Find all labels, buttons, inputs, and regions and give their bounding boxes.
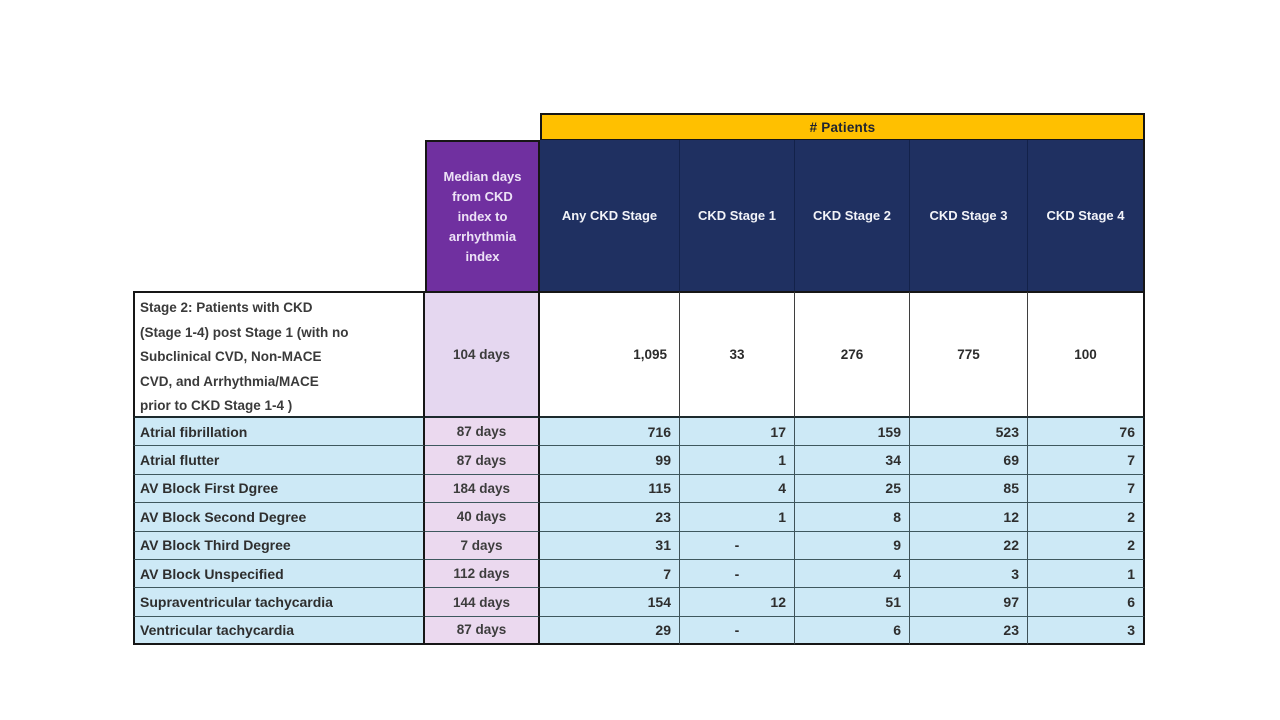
value-cell: 154 <box>540 588 680 617</box>
value-cell: 8 <box>795 503 910 532</box>
summary-value-cell: 100 <box>1028 291 1145 418</box>
value-cell: 159 <box>795 418 910 447</box>
value-cell: 99 <box>540 446 680 475</box>
value-cell: 523 <box>910 418 1028 447</box>
summary-label-line: Subclinical CVD, Non-MACE <box>140 349 322 365</box>
value-cell: 12 <box>910 503 1028 532</box>
value-cell: 7 <box>1028 474 1145 504</box>
value-cell: 29 <box>540 616 680 646</box>
row-days-cell: 144 days <box>425 588 540 617</box>
row-label-cell: AV Block Second Degree <box>133 503 425 532</box>
summary-value-cell: 276 <box>795 291 910 418</box>
header-spacer <box>133 113 540 140</box>
value-cell: 23 <box>910 616 1028 646</box>
value-cell: 22 <box>910 531 1028 560</box>
summary-label-cell: Stage 2: Patients with CKD (Stage 1-4) p… <box>133 291 425 418</box>
stage-column-header-1: CKD Stage 1 <box>680 140 795 291</box>
value-cell: 23 <box>540 503 680 532</box>
summary-label-line: prior to CKD Stage 1-4 ) <box>140 398 293 414</box>
value-cell: 7 <box>1028 446 1145 475</box>
header-spacer <box>133 140 425 291</box>
value-cell: 85 <box>910 474 1028 504</box>
value-cell: 34 <box>795 446 910 475</box>
row-days-cell: 40 days <box>425 503 540 532</box>
value-cell: 97 <box>910 588 1028 617</box>
value-cell: 31 <box>540 531 680 560</box>
row-label-cell: AV Block Third Degree <box>133 531 425 560</box>
row-days-cell: 7 days <box>425 531 540 560</box>
value-cell: 2 <box>1028 503 1145 532</box>
value-cell: 9 <box>795 531 910 560</box>
row-label-cell: Supraventricular tachycardia <box>133 588 425 617</box>
row-days-cell: 87 days <box>425 418 540 447</box>
summary-label-line: CVD, and Arrhythmia/MACE <box>140 373 319 389</box>
median-days-column-header: Median days from CKD index to arrhythmia… <box>425 140 540 291</box>
stage-column-header-3: CKD Stage 3 <box>910 140 1028 291</box>
value-cell: 17 <box>680 418 795 447</box>
patients-header: # Patients <box>540 113 1145 140</box>
row-label-cell: Atrial flutter <box>133 446 425 475</box>
row-days-cell: 112 days <box>425 559 540 589</box>
summary-value-cell: 33 <box>680 291 795 418</box>
value-cell: 51 <box>795 588 910 617</box>
stage-column-header-any: Any CKD Stage <box>540 140 680 291</box>
value-cell: 1 <box>1028 559 1145 589</box>
value-cell: 1 <box>680 446 795 475</box>
summary-value-cell: 1,095 <box>540 291 680 418</box>
value-cell: 3 <box>1028 616 1145 646</box>
row-label-cell: Ventricular tachycardia <box>133 616 425 646</box>
summary-days-cell: 104 days <box>425 291 540 418</box>
value-cell: 716 <box>540 418 680 447</box>
value-cell: - <box>680 559 795 589</box>
value-cell: 25 <box>795 474 910 504</box>
value-cell: 69 <box>910 446 1028 475</box>
stage-column-header-4: CKD Stage 4 <box>1028 140 1145 291</box>
value-cell: 3 <box>910 559 1028 589</box>
row-label-cell: Atrial fibrillation <box>133 418 425 447</box>
stage-column-header-2: CKD Stage 2 <box>795 140 910 291</box>
row-label-cell: AV Block Unspecified <box>133 559 425 589</box>
row-days-cell: 184 days <box>425 474 540 504</box>
value-cell: 4 <box>680 474 795 504</box>
row-days-cell: 87 days <box>425 616 540 646</box>
summary-value-cell: 775 <box>910 291 1028 418</box>
value-cell: 7 <box>540 559 680 589</box>
summary-label-line: Stage 2: Patients with CKD <box>140 300 313 315</box>
ckd-arrhythmia-table: # Patients Median days from CKD index to… <box>133 113 1145 646</box>
value-cell: 76 <box>1028 418 1145 447</box>
value-cell: 6 <box>795 616 910 646</box>
value-cell: 4 <box>795 559 910 589</box>
row-days-cell: 87 days <box>425 446 540 475</box>
value-cell: - <box>680 616 795 646</box>
median-days-column-header-text: Median days from CKD index to arrhythmia… <box>443 168 522 264</box>
value-cell: 12 <box>680 588 795 617</box>
value-cell: 2 <box>1028 531 1145 560</box>
summary-label-line: (Stage 1-4) post Stage 1 (with no <box>140 324 349 340</box>
value-cell: 6 <box>1028 588 1145 617</box>
value-cell: 115 <box>540 474 680 504</box>
value-cell: - <box>680 531 795 560</box>
row-label-cell: AV Block First Dgree <box>133 474 425 504</box>
value-cell: 1 <box>680 503 795 532</box>
